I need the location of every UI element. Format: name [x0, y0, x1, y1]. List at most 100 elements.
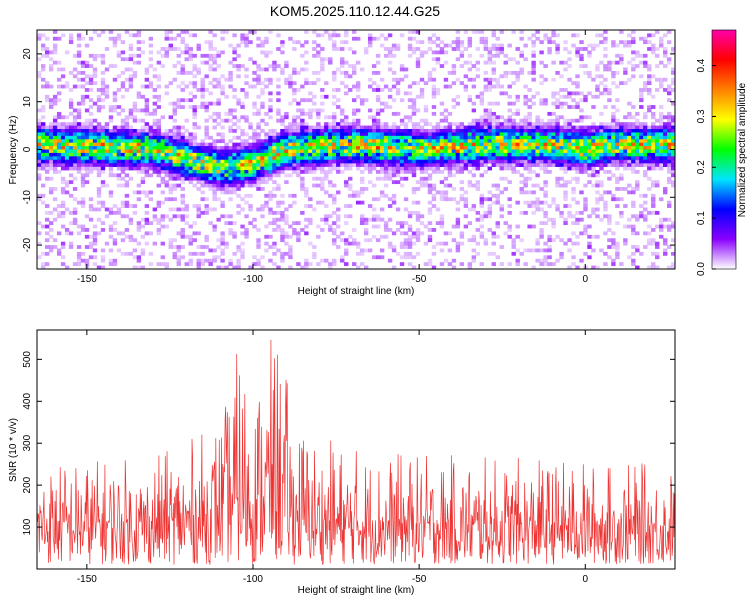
spectrogram-cell: [587, 152, 592, 157]
spectrogram-cell: [188, 98, 193, 103]
spectrogram-cell: [108, 159, 114, 164]
spectrogram-cell: [328, 125, 333, 130]
spectrogram-cell: [407, 132, 413, 137]
spectrogram-cell: [451, 149, 457, 154]
spectrogram-cell: [531, 33, 536, 38]
spectrogram-cell: [475, 94, 481, 99]
spectrogram-cell: [419, 149, 425, 154]
spectrogram-cell: [264, 84, 269, 89]
spectrogram-cell: [607, 245, 612, 249]
spectrogram-cell: [591, 156, 596, 161]
spectrogram-cell: [40, 159, 46, 164]
spectrogram-cell: [180, 125, 185, 130]
spectrogram-cell: [100, 135, 106, 140]
figure-title: KOM5.2025.110.12.44.G25: [270, 3, 440, 19]
spectrogram-cell: [475, 135, 481, 140]
spectrogram-cell: [224, 214, 229, 219]
spectrogram-cell: [240, 251, 245, 256]
spectrogram-cell: [144, 108, 150, 113]
spectrogram-cell: [487, 108, 492, 113]
spectrogram-cell: [399, 122, 405, 126]
spectrogram-cell: [296, 166, 301, 171]
spectrogram-cell: [316, 129, 321, 133]
spectrogram-cell: [435, 60, 441, 65]
spectrogram-cell: [659, 224, 664, 229]
spectrogram-cell: [224, 187, 229, 191]
spectrogram-cell: [527, 163, 532, 167]
spectrogram-cell: [188, 146, 193, 150]
spectrogram-cell: [280, 149, 285, 154]
spectrogram-cell: [491, 251, 496, 256]
spectrogram-cell: [395, 159, 401, 164]
spectrogram-cell: [427, 156, 433, 161]
spectrogram-cell: [344, 251, 349, 256]
spectrogram-cell: [112, 43, 118, 48]
spectrogram-cell: [583, 129, 588, 133]
spectrogram-cell: [208, 262, 213, 266]
spectrogram-cell: [631, 214, 636, 219]
spectrogram-cell: [224, 180, 229, 185]
spectrogram-cell: [280, 50, 285, 55]
spectrogram-cell: [467, 43, 473, 48]
spectrogram-cell: [292, 228, 297, 232]
spectrogram-cell: [268, 77, 273, 82]
spectrogram-cell: [244, 159, 249, 164]
spectrogram-cell: [124, 135, 130, 140]
spectrogram-cell: [451, 265, 457, 270]
spectrogram-cell: [164, 53, 169, 58]
spectrogram-cell: [200, 94, 205, 99]
spectrogram-cell: [336, 234, 341, 239]
spectrogram-cell: [403, 163, 409, 167]
spectrogram-cell: [188, 142, 193, 147]
spectrogram-cell: [356, 108, 361, 113]
spectrogram-cell: [431, 77, 437, 82]
spectrogram-cell: [248, 221, 253, 226]
spectrogram-cell: [116, 173, 122, 178]
spectrogram-cell: [256, 132, 261, 137]
spectrogram-cell: [92, 262, 98, 266]
spectrogram-cell: [268, 166, 273, 171]
spectrogram-cell: [531, 149, 536, 154]
spectrogram-cell: [152, 142, 158, 147]
spectrogram-cell: [607, 142, 612, 147]
spectrogram-cell: [200, 180, 205, 185]
spectrogram-cell: [587, 156, 592, 161]
spectrogram-cell: [455, 159, 461, 164]
spectrogram-cell: [324, 190, 329, 195]
spectrogram-cell: [619, 30, 624, 34]
spectrogram-cell: [60, 67, 66, 72]
spectrogram-cell: [88, 111, 94, 116]
spectrogram-cell: [44, 84, 50, 89]
spectrogram-cell: [108, 139, 114, 144]
spectrogram-cell: [427, 176, 433, 181]
spectrogram-cell: [527, 159, 532, 164]
spectrogram-cell: [419, 146, 425, 150]
spectrogram-cell: [615, 248, 620, 253]
spectrogram-cell: [551, 197, 556, 202]
spectrogram-cell: [204, 105, 209, 109]
spectrogram-cell: [475, 60, 481, 65]
spectrogram-cell: [471, 84, 477, 89]
spectrogram-cell: [160, 132, 165, 137]
spectrogram-cell: [411, 132, 417, 137]
spectrogram-cell: [344, 135, 349, 140]
spectrogram-cell: [359, 180, 365, 185]
spectrogram-cell: [431, 251, 437, 256]
spectrogram-cell: [623, 129, 628, 133]
spectrogram-cell: [76, 149, 82, 154]
spectrogram-cell: [447, 84, 453, 89]
spectrogram-cell: [487, 84, 492, 89]
spectrogram-cell: [539, 200, 544, 205]
spectrogram-cell: [479, 217, 484, 222]
spectrogram-cell: [455, 30, 461, 34]
spectrogram-cell: [411, 98, 417, 103]
spectrogram-cell: [479, 94, 484, 99]
spectrogram-cell: [475, 159, 481, 164]
spectrogram-cell: [272, 251, 277, 256]
spectrogram-cell: [455, 169, 461, 174]
spectrogram-cell: [340, 149, 345, 154]
spectrogram-cell: [356, 88, 361, 92]
spectrogram-cell: [627, 125, 632, 130]
spectrogram-cell: [280, 118, 285, 123]
spectrogram-cell: [663, 122, 668, 126]
